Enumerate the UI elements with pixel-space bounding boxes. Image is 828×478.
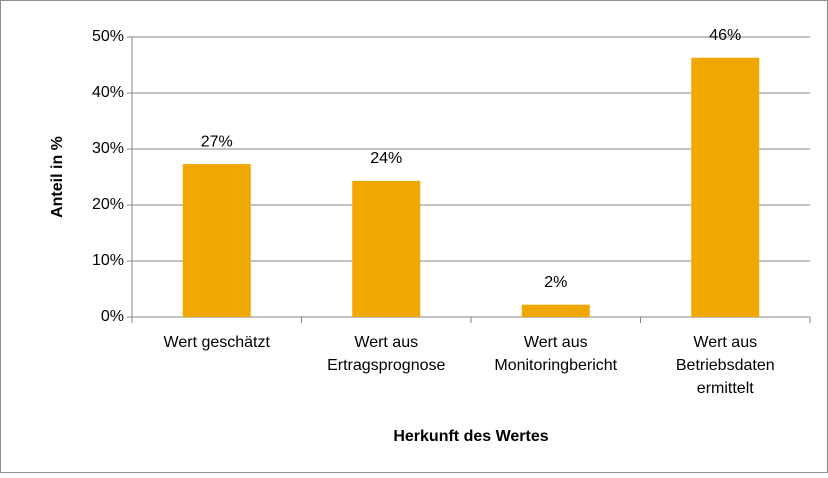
x-tick-label: Wert aus <box>693 334 757 351</box>
x-tick-label: Ertragsprognose <box>327 357 445 374</box>
bar <box>691 57 760 317</box>
x-tick-label: Monitoringbericht <box>494 357 617 374</box>
y-tick-label: 40% <box>92 84 124 101</box>
value-label: 24% <box>370 150 402 167</box>
x-tick-label: Wert geschätzt <box>164 334 271 351</box>
y-tick-label: 20% <box>92 196 124 213</box>
y-tick-label: 30% <box>92 140 124 157</box>
value-label: 27% <box>201 133 233 150</box>
y-tick-label: 50% <box>92 28 124 45</box>
bar <box>521 304 590 317</box>
x-axis-label: Herkunft des Wertes <box>393 428 548 445</box>
y-tick-label: 0% <box>101 308 124 325</box>
y-axis-label: Anteil in % <box>49 136 66 218</box>
y-tick-label: 10% <box>92 252 124 269</box>
value-label: 46% <box>709 27 741 44</box>
value-label: 2% <box>544 274 567 291</box>
x-tick-label: ermittelt <box>697 380 754 397</box>
bar <box>182 164 251 317</box>
x-tick-label: Wert aus <box>354 334 418 351</box>
x-tick-label: Wert aus <box>524 334 588 351</box>
x-tick-label: Betriebsdaten <box>676 357 775 374</box>
bar <box>352 180 421 317</box>
